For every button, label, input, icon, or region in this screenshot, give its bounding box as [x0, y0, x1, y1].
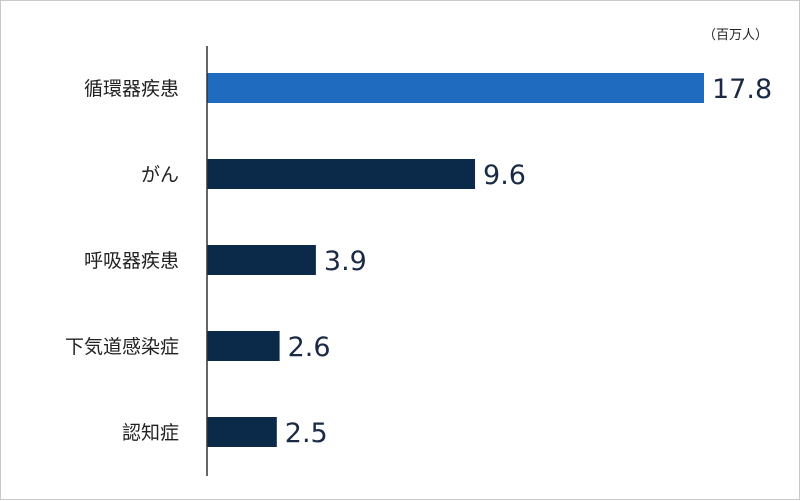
value-label-2: 3.9 [324, 246, 367, 277]
bar-3 [207, 331, 280, 361]
bar-0 [207, 73, 704, 103]
value-label-3: 2.6 [288, 332, 331, 363]
category-label-1: がん [141, 164, 179, 186]
bars-group [207, 73, 704, 447]
bar-4 [207, 417, 277, 447]
value-labels-group: 17.8 9.6 3.9 2.6 2.5 [285, 74, 772, 449]
category-label-2: 呼吸器疾患 [84, 250, 179, 272]
bar-2 [207, 245, 316, 275]
category-label-3: 下気道感染症 [65, 336, 179, 358]
category-label-0: 循環器疾患 [84, 78, 179, 100]
category-label-4: 認知症 [122, 422, 179, 444]
value-label-0: 17.8 [712, 74, 772, 105]
unit-label: （百万人） [703, 28, 768, 43]
bar-1 [207, 159, 476, 189]
value-label-4: 2.5 [285, 418, 328, 449]
value-label-1: 9.6 [483, 160, 526, 191]
